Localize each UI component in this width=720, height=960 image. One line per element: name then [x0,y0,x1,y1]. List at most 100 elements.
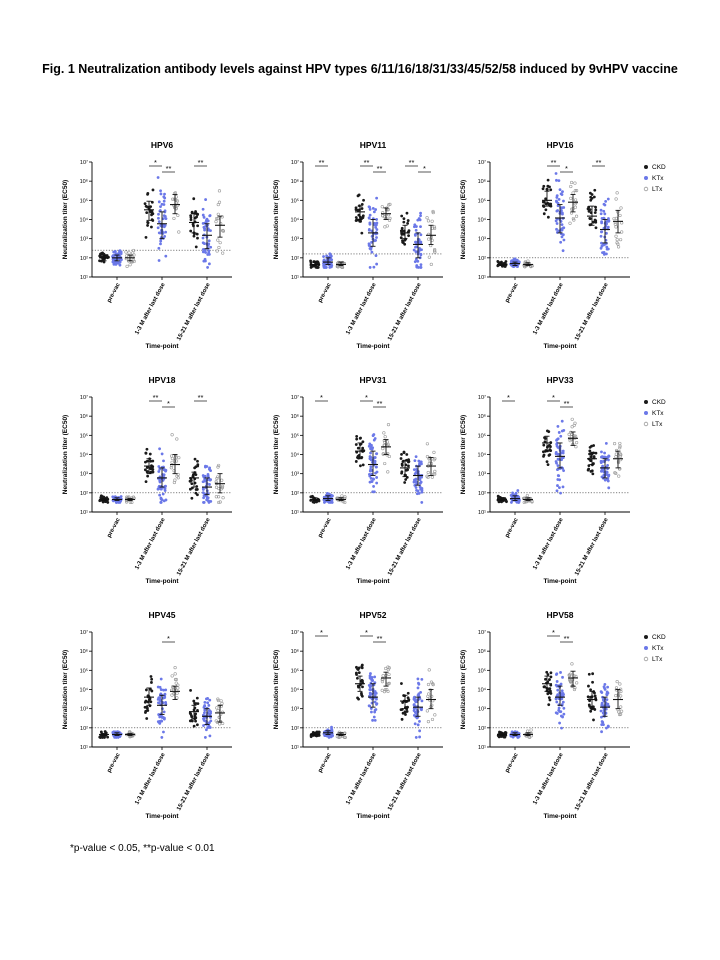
data-point-ltx [221,496,225,500]
data-point-ktx [418,246,421,250]
x-tick-label: pre-vac [106,517,122,539]
data-point-ltx [387,672,391,677]
x-tick-label: 15-21 M after last dose [387,517,423,577]
data-point-ktx [162,468,166,472]
data-point-ltx [381,674,385,678]
data-point-ktx [414,240,417,244]
data-point-ckd [146,224,149,227]
y-tick-label: 10¹ [291,745,299,751]
data-point-ktx [208,721,211,725]
data-point-ckd [194,473,198,477]
data-point-ktx [371,718,374,722]
data-point-ckd [359,464,362,468]
data-point-ltx [616,242,620,246]
data-point-ckd [587,684,590,688]
data-point-ckd [592,195,596,199]
data-point-ltx [430,219,434,223]
x-tick-label: 1-3 M after last dose [345,282,378,336]
data-point-ktx [558,486,561,490]
significance-marker: ** [596,158,602,167]
legend-marker-ltx [643,656,649,662]
data-point-ktx [369,672,372,675]
x-axis-label: Time-point [145,578,179,585]
data-point-ltx [427,668,431,672]
data-point-ckd [195,696,199,700]
legend-label: CKD [652,634,666,641]
data-point-ltx [383,461,387,466]
data-point-ckd [404,478,408,481]
data-point-ktx [158,477,162,481]
data-point-ltx [615,680,619,684]
data-point-ltx [215,476,219,481]
data-point-ktx [164,688,168,692]
data-point-ktx [163,210,167,214]
data-point-ktx [605,726,608,730]
data-point-ktx [163,214,167,218]
data-point-ktx [160,498,164,502]
y-axis-label: Neutralization titer (EC50) [460,180,467,259]
data-point-ktx [562,206,566,209]
data-point-ltx [176,213,180,217]
data-point-ckd [309,259,312,263]
data-point-ckd [400,470,404,474]
data-point-ktx [555,194,559,198]
x-tick-label: 1-3 M after last dose [345,752,378,806]
data-point-ktx [562,199,565,203]
data-point-ktx [158,685,162,689]
data-point-ktx [602,243,605,247]
y-tick-label: 10² [291,726,299,732]
data-point-ckd [150,677,154,681]
data-point-ltx [619,238,623,242]
chart-title: HPV45 [149,610,176,620]
data-point-ktx [560,209,563,212]
data-point-ltx [383,435,387,439]
data-point-ktx [559,451,563,455]
data-point-ktx [560,235,564,239]
data-point-ckd [546,429,549,433]
data-point-ltx [131,251,135,255]
chart-panel-hpv6: HPV6 10¹ 10² 10³ 10⁴ 10⁵ 10⁶ 10⁷ Neutralization … [62,140,232,350]
data-point-ktx [161,492,165,496]
data-point-ktx [157,212,160,216]
data-point-ktx [414,471,418,475]
data-point-ktx [555,680,559,683]
data-point-ltx [567,432,571,436]
data-point-ckd [542,184,546,188]
data-point-ckd [549,671,553,675]
chart-title: HPV58 [547,610,574,620]
data-point-ltx [172,480,176,485]
x-tick-label: 1-3 M after last dose [532,752,565,806]
data-point-ktx [599,234,603,238]
data-point-ktx [560,689,564,693]
data-point-ktx [330,727,333,731]
data-point-ckd [357,193,361,197]
data-point-ckd [503,730,507,734]
x-tick-label: pre-vac [317,282,333,304]
data-point-ltx [430,694,434,699]
data-point-ktx [162,195,166,199]
x-tick-label: pre-vac [504,752,520,774]
data-point-ktx [203,700,207,704]
data-point-ktx [412,703,416,707]
data-point-ktx [413,223,417,227]
data-point-ltx [170,433,174,437]
data-point-ltx [571,216,575,221]
data-point-ktx [207,239,211,243]
significance-marker: ** [166,164,172,173]
data-point-ckd [542,443,546,447]
data-point-ktx [556,484,559,487]
data-point-ktx [417,681,420,685]
significance-marker: * [154,158,157,167]
x-axis-label: Time-point [356,343,390,350]
data-point-ktx [368,688,372,692]
data-point-ktx [158,447,161,451]
data-point-ltx [572,423,576,427]
data-point-ltx [217,245,221,250]
data-point-ckd [188,719,192,723]
data-point-ktx [415,225,418,228]
chart-title: HPV11 [360,140,387,150]
data-point-ktx [418,485,422,489]
x-tick-label: 15-21 M after last dose [574,282,610,342]
data-point-ktx [420,699,424,703]
significance-marker: * [552,628,555,637]
